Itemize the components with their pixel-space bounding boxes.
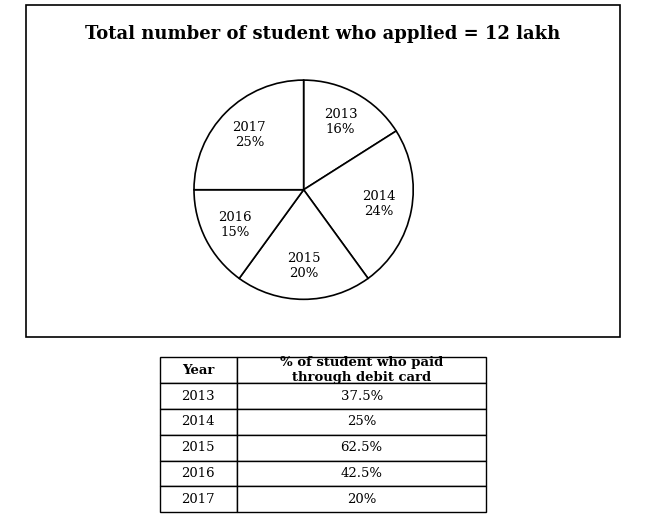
Text: 2017
25%: 2017 25%: [233, 121, 266, 150]
Wedge shape: [194, 190, 304, 278]
Text: 2013
16%: 2013 16%: [324, 109, 357, 136]
FancyBboxPatch shape: [26, 5, 620, 337]
Wedge shape: [194, 80, 304, 190]
Text: 2014
24%: 2014 24%: [362, 190, 396, 218]
Text: 2015
20%: 2015 20%: [287, 252, 320, 280]
Wedge shape: [304, 131, 413, 278]
Text: 2016
15%: 2016 15%: [218, 211, 252, 239]
Wedge shape: [304, 80, 396, 190]
Text: Total number of student who applied = 12 lakh: Total number of student who applied = 12…: [85, 25, 561, 43]
Wedge shape: [239, 190, 368, 299]
